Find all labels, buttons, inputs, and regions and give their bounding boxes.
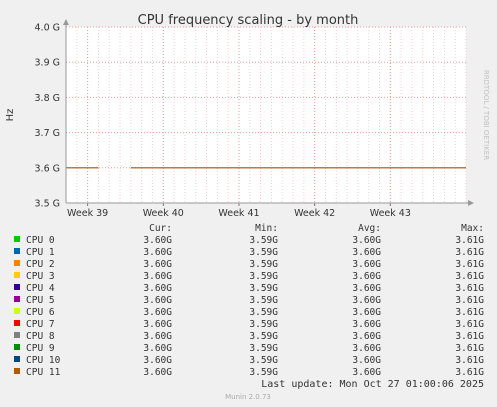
legend: Cur: Min: Avg: Max: CPU 0 3.60G 3.59G 3.60G 3.61…: [14, 223, 484, 378]
legend-swatch: [14, 296, 20, 302]
legend-value-avg: 3.60G: [352, 331, 381, 342]
legend-value-avg: 3.60G: [352, 355, 381, 366]
y-tick-label: 4.0 G: [35, 23, 61, 34]
x-axis-arrow: [468, 200, 474, 206]
legend-swatch: [14, 308, 20, 314]
legend-value-min: 3.59G: [249, 259, 278, 270]
legend-value-max: 3.61G: [455, 247, 484, 258]
legend-value-max: 3.61G: [455, 367, 484, 378]
legend-value-avg: 3.60G: [352, 271, 381, 282]
legend-value-min: 3.59G: [249, 355, 278, 366]
chart-title: CPU frequency scaling - by month: [138, 13, 359, 28]
legend-label: CPU 2: [26, 259, 55, 270]
y-tick-label: 3.5 G: [35, 199, 61, 210]
legend-value-max: 3.61G: [455, 271, 484, 282]
legend-value-min: 3.59G: [249, 283, 278, 294]
legend-header: Cur:: [149, 223, 172, 234]
x-tick-label: Week 43: [370, 208, 411, 219]
legend-value-max: 3.61G: [455, 235, 484, 246]
legend-swatch: [14, 284, 20, 290]
legend-label: CPU 10: [26, 355, 61, 366]
legend-value-max: 3.61G: [455, 307, 484, 318]
legend-swatch: [14, 332, 20, 338]
y-tick-label: 3.6 G: [35, 163, 61, 174]
plot-area: [66, 27, 466, 203]
legend-swatch: [14, 368, 20, 374]
legend-value-min: 3.59G: [249, 367, 278, 378]
legend-value-cur: 3.60G: [143, 295, 172, 306]
y-axis-arrow: [63, 19, 69, 25]
x-tick-label: Week 40: [143, 208, 184, 219]
legend-swatch: [14, 248, 20, 254]
legend-value-cur: 3.60G: [143, 283, 172, 294]
legend-value-cur: 3.60G: [143, 319, 172, 330]
x-tick-label: Week 41: [218, 208, 259, 219]
grid: [65, 26, 467, 204]
munin-version: Munin 2.0.73: [225, 393, 271, 401]
y-axis-label: Hz: [5, 109, 16, 122]
legend-value-cur: 3.60G: [143, 331, 172, 342]
legend-swatch: [14, 236, 20, 242]
legend-label: CPU 8: [26, 331, 55, 342]
legend-label: CPU 5: [26, 295, 55, 306]
legend-value-cur: 3.60G: [143, 235, 172, 246]
legend-value-avg: 3.60G: [352, 247, 381, 258]
legend-value-avg: 3.60G: [352, 367, 381, 378]
legend-value-min: 3.59G: [249, 319, 278, 330]
legend-header: Min:: [255, 223, 278, 234]
legend-value-cur: 3.60G: [143, 343, 172, 354]
legend-value-avg: 3.60G: [352, 307, 381, 318]
rrdtool-watermark: RRDTOOL / TOBI OETIKER: [482, 70, 490, 160]
legend-label: CPU 0: [26, 235, 55, 246]
legend-header: Max:: [461, 223, 484, 234]
legend-value-max: 3.61G: [455, 319, 484, 330]
x-tick-label: Week 39: [67, 208, 108, 219]
legend-value-min: 3.59G: [249, 235, 278, 246]
last-update: Last update: Mon Oct 27 01:00:06 2025: [261, 379, 484, 390]
legend-value-cur: 3.60G: [143, 259, 172, 270]
legend-value-min: 3.59G: [249, 307, 278, 318]
legend-swatch: [14, 344, 20, 350]
legend-value-min: 3.59G: [249, 331, 278, 342]
legend-value-avg: 3.60G: [352, 235, 381, 246]
legend-value-max: 3.61G: [455, 331, 484, 342]
legend-swatch: [14, 356, 20, 362]
legend-swatch: [14, 260, 20, 266]
y-tick-label: 3.8 G: [35, 93, 61, 104]
legend-value-cur: 3.60G: [143, 307, 172, 318]
legend-value-cur: 3.60G: [143, 271, 172, 282]
legend-value-avg: 3.60G: [352, 295, 381, 306]
y-tick-label: 3.9 G: [35, 58, 61, 69]
legend-value-cur: 3.60G: [143, 247, 172, 258]
legend-value-min: 3.59G: [249, 343, 278, 354]
legend-value-avg: 3.60G: [352, 343, 381, 354]
legend-value-max: 3.61G: [455, 283, 484, 294]
x-tick-label: Week 42: [294, 208, 335, 219]
axes: Week 39 Week 40 Week 41 Week 42 Week 43 3.5 G…: [35, 19, 474, 219]
legend-label: CPU 3: [26, 271, 55, 282]
legend-value-avg: 3.60G: [352, 259, 381, 270]
legend-value-max: 3.61G: [455, 343, 484, 354]
legend-value-min: 3.59G: [249, 295, 278, 306]
legend-swatch: [14, 272, 20, 278]
legend-label: CPU 9: [26, 343, 55, 354]
legend-value-cur: 3.60G: [143, 355, 172, 366]
legend-value-avg: 3.60G: [352, 319, 381, 330]
legend-value-cur: 3.60G: [143, 367, 172, 378]
legend-label: CPU 11: [26, 367, 61, 378]
legend-value-avg: 3.60G: [352, 283, 381, 294]
y-tick-label: 3.7 G: [35, 128, 61, 139]
legend-header: Avg:: [358, 223, 381, 234]
legend-value-min: 3.59G: [249, 271, 278, 282]
legend-label: CPU 4: [26, 283, 55, 294]
legend-swatch: [14, 320, 20, 326]
legend-label: CPU 1: [26, 247, 55, 258]
legend-value-min: 3.59G: [249, 247, 278, 258]
legend-label: CPU 7: [26, 319, 55, 330]
legend-value-max: 3.61G: [455, 355, 484, 366]
legend-label: CPU 6: [26, 307, 55, 318]
legend-value-max: 3.61G: [455, 259, 484, 270]
legend-value-max: 3.61G: [455, 295, 484, 306]
